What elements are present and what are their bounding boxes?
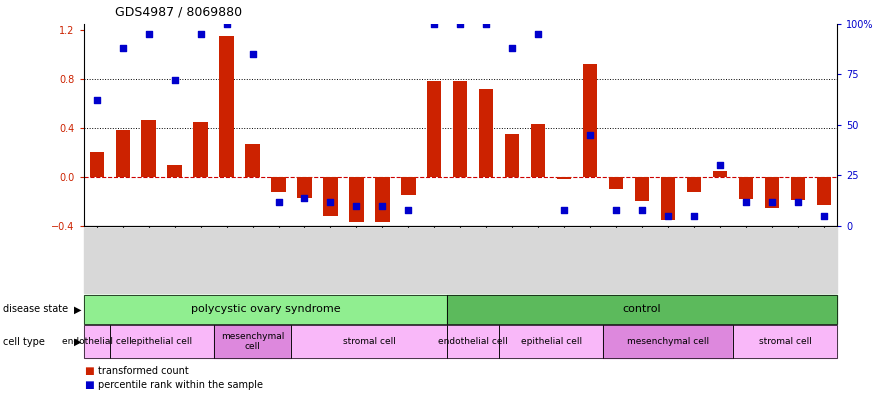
Bar: [375, 177, 389, 222]
Bar: [115, 130, 130, 177]
Point: [713, 162, 727, 168]
Point: [505, 45, 519, 51]
Text: ■: ■: [84, 366, 93, 376]
Point: [115, 45, 130, 51]
Text: mesenchymal
cell: mesenchymal cell: [221, 332, 285, 351]
Bar: [609, 177, 624, 189]
Point: [375, 203, 389, 209]
Bar: [453, 81, 468, 177]
Text: polycystic ovary syndrome: polycystic ovary syndrome: [190, 305, 340, 314]
Point: [635, 207, 649, 213]
Text: transformed count: transformed count: [98, 366, 189, 376]
Text: epithelial cell: epithelial cell: [131, 337, 192, 346]
Text: endothelial cell: endothelial cell: [62, 337, 131, 346]
Bar: [219, 36, 233, 177]
Point: [350, 203, 364, 209]
Text: ■: ■: [84, 380, 93, 390]
Bar: [583, 64, 597, 177]
Point: [142, 31, 156, 37]
Text: epithelial cell: epithelial cell: [521, 337, 581, 346]
Text: endothelial cell: endothelial cell: [439, 337, 508, 346]
Bar: [167, 165, 181, 177]
Text: cell type: cell type: [3, 336, 45, 347]
Point: [323, 198, 337, 205]
Bar: [531, 124, 545, 177]
Bar: [557, 177, 572, 179]
Point: [765, 198, 779, 205]
Bar: [142, 121, 156, 177]
Text: ▶: ▶: [74, 305, 81, 314]
Text: stromal cell: stromal cell: [759, 337, 811, 346]
Bar: [349, 177, 364, 222]
Point: [739, 198, 753, 205]
Bar: [401, 177, 416, 195]
Bar: [90, 152, 104, 177]
Bar: [427, 81, 441, 177]
Point: [246, 51, 260, 57]
Bar: [739, 177, 753, 199]
Point: [298, 195, 312, 201]
Bar: [479, 88, 493, 177]
Point: [687, 213, 701, 219]
Text: disease state: disease state: [3, 305, 68, 314]
Bar: [297, 177, 312, 198]
Point: [661, 213, 675, 219]
Point: [402, 207, 416, 213]
Bar: [505, 134, 520, 177]
Bar: [687, 177, 701, 192]
Bar: [194, 122, 208, 177]
Point: [557, 207, 571, 213]
Point: [791, 198, 805, 205]
Point: [90, 97, 104, 104]
Point: [531, 31, 545, 37]
Bar: [661, 177, 675, 220]
Text: mesenchymal cell: mesenchymal cell: [627, 337, 709, 346]
Bar: [817, 177, 831, 205]
Text: percentile rank within the sample: percentile rank within the sample: [98, 380, 263, 390]
Text: GDS4987 / 8069880: GDS4987 / 8069880: [115, 6, 241, 19]
Point: [479, 20, 493, 27]
Point: [817, 213, 831, 219]
Bar: [271, 177, 285, 192]
Point: [167, 77, 181, 83]
Bar: [246, 144, 260, 177]
Point: [583, 132, 597, 138]
Bar: [323, 177, 337, 216]
Point: [219, 20, 233, 27]
Bar: [791, 177, 805, 200]
Bar: [765, 177, 779, 208]
Point: [271, 198, 285, 205]
Point: [194, 31, 208, 37]
Point: [427, 20, 441, 27]
Text: control: control: [623, 305, 662, 314]
Text: ▶: ▶: [74, 336, 81, 347]
Text: stromal cell: stromal cell: [343, 337, 396, 346]
Point: [609, 207, 623, 213]
Point: [453, 20, 467, 27]
Bar: [635, 177, 649, 202]
Bar: [713, 171, 727, 177]
